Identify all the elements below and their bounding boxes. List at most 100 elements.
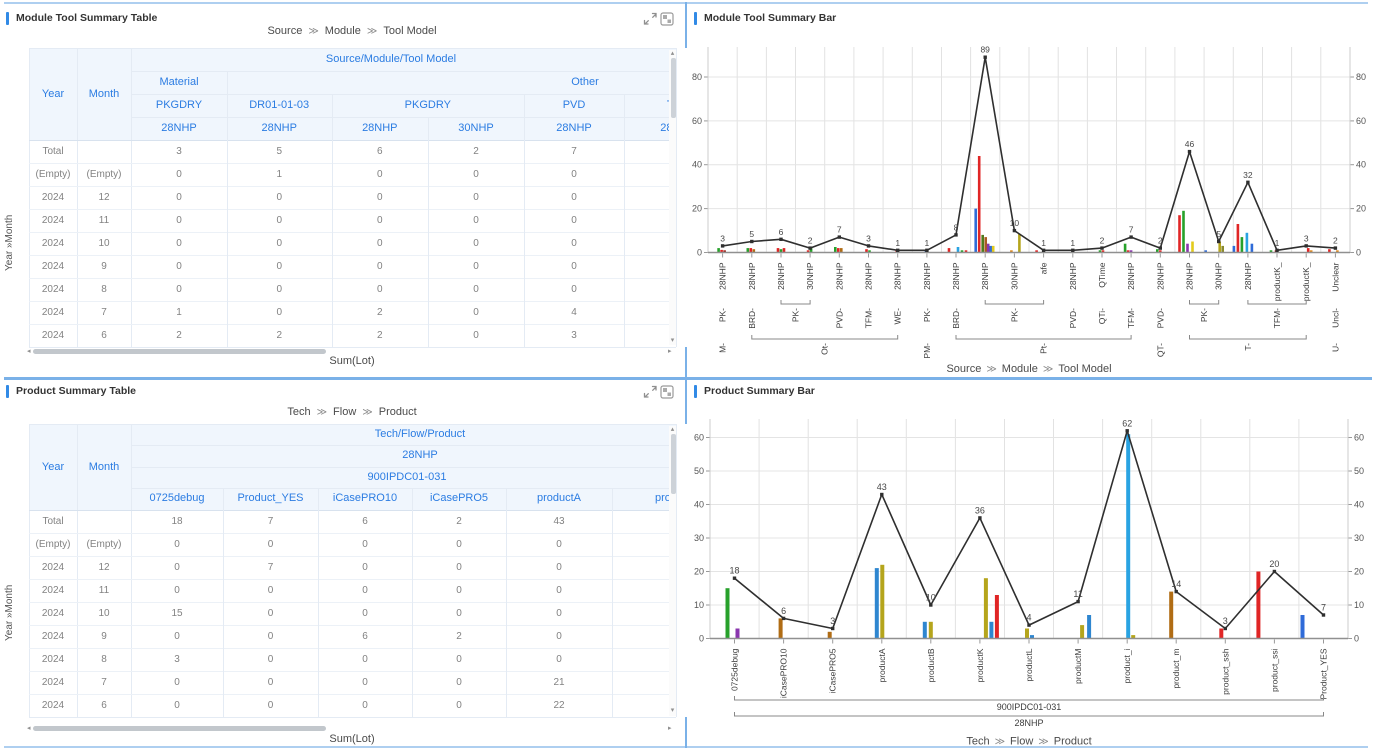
svg-text:10: 10 <box>926 593 936 603</box>
svg-text:30NHP: 30NHP <box>1009 262 1019 290</box>
svg-text:10: 10 <box>1354 600 1364 610</box>
svg-text:28NHP: 28NHP <box>864 262 874 290</box>
svg-text:productL: productL <box>1024 648 1034 681</box>
svg-text:1: 1 <box>895 238 900 248</box>
svg-text:productK_: productK_ <box>1301 262 1311 301</box>
svg-text:PK-: PK- <box>791 308 801 322</box>
svg-text:1: 1 <box>925 238 930 248</box>
svg-text:QTi-: QTi- <box>1097 308 1107 324</box>
svg-text:iCasePRO5: iCasePRO5 <box>828 648 838 693</box>
svg-text:M-: M- <box>718 343 728 353</box>
svg-text:2: 2 <box>1158 236 1163 246</box>
svg-text:PVD-: PVD- <box>834 308 844 328</box>
svg-text:20: 20 <box>1354 567 1364 577</box>
svg-text:20: 20 <box>692 204 702 214</box>
svg-text:0: 0 <box>1354 634 1359 644</box>
svg-text:0: 0 <box>699 634 704 644</box>
svg-text:10: 10 <box>1010 218 1020 228</box>
svg-text:1: 1 <box>1275 238 1280 248</box>
svg-text:6: 6 <box>779 227 784 237</box>
svg-text:20: 20 <box>1356 204 1366 214</box>
svg-text:28NHP: 28NHP <box>922 262 932 290</box>
svg-text:2: 2 <box>1333 236 1338 246</box>
svg-text:28NHP: 28NHP <box>834 262 844 290</box>
svg-text:20: 20 <box>694 567 704 577</box>
svg-text:PVD-: PVD- <box>1068 308 1078 328</box>
svg-text:43: 43 <box>877 482 887 492</box>
svg-text:28NHP: 28NHP <box>718 262 728 290</box>
svg-text:28NHP: 28NHP <box>1243 262 1253 290</box>
svg-text:28NHP: 28NHP <box>980 262 990 290</box>
svg-text:productB: productB <box>926 648 936 682</box>
svg-text:T-: T- <box>1243 343 1253 351</box>
svg-text:iCasePRO10: iCasePRO10 <box>779 648 789 698</box>
svg-text:89: 89 <box>980 45 990 55</box>
svg-text:11: 11 <box>1073 589 1082 599</box>
svg-text:3: 3 <box>1223 616 1228 626</box>
svg-text:40: 40 <box>694 500 704 510</box>
svg-text:20: 20 <box>1269 559 1279 569</box>
svg-text:Source ≫ Module ≫ Tool Model: Source ≫ Module ≫ Tool Model <box>946 363 1111 375</box>
svg-text:28NHP: 28NHP <box>1068 262 1078 290</box>
svg-text:Product_YES: Product_YES <box>1319 648 1329 699</box>
svg-text:3: 3 <box>830 616 835 626</box>
svg-text:Uncl-: Uncl- <box>1330 308 1340 328</box>
svg-text:Pt-: Pt- <box>1039 343 1049 354</box>
svg-text:U-: U- <box>1330 343 1340 352</box>
svg-text:80: 80 <box>1356 72 1366 82</box>
svg-text:productA: productA <box>877 648 887 682</box>
svg-text:80: 80 <box>692 72 702 82</box>
svg-text:Tech ≫ Flow ≫ Product: Tech ≫ Flow ≫ Product <box>966 736 1091 748</box>
svg-text:0: 0 <box>697 248 702 258</box>
svg-text:PK-: PK- <box>1009 308 1019 322</box>
svg-text:3: 3 <box>866 233 871 243</box>
svg-text:product_m: product_m <box>1171 649 1181 689</box>
svg-text:7: 7 <box>837 225 842 235</box>
svg-text:28NHP: 28NHP <box>1126 262 1136 290</box>
svg-text:BRD-: BRD- <box>747 308 757 329</box>
svg-text:6: 6 <box>781 606 786 616</box>
svg-text:2: 2 <box>808 236 813 246</box>
svg-text:5: 5 <box>1216 229 1221 239</box>
svg-text:0: 0 <box>1356 248 1361 258</box>
svg-text:PK-: PK- <box>718 308 728 322</box>
svg-text:2: 2 <box>1100 236 1105 246</box>
svg-text:60: 60 <box>1356 116 1366 126</box>
svg-text:28NHP: 28NHP <box>951 262 961 290</box>
svg-text:18: 18 <box>729 566 739 576</box>
svg-text:40: 40 <box>1356 160 1366 170</box>
svg-text:Ot-: Ot- <box>820 343 830 355</box>
svg-text:1: 1 <box>1070 238 1075 248</box>
svg-text:46: 46 <box>1185 139 1195 149</box>
svg-text:14: 14 <box>1171 579 1181 589</box>
svg-text:50: 50 <box>1354 466 1364 476</box>
svg-text:productK: productK <box>975 648 985 682</box>
svg-text:62: 62 <box>1122 418 1132 428</box>
svg-text:30: 30 <box>1354 533 1364 543</box>
svg-text:WE-: WE- <box>893 308 903 325</box>
svg-text:QTime: QTime <box>1097 262 1107 287</box>
svg-text:BRD-: BRD- <box>951 308 961 329</box>
svg-text:productM: productM <box>1073 649 1083 684</box>
svg-text:PM-: PM- <box>922 343 932 359</box>
svg-text:28NHP: 28NHP <box>893 262 903 290</box>
svg-text:3: 3 <box>720 233 725 243</box>
svg-text:7: 7 <box>1321 603 1326 613</box>
svg-text:28NHP: 28NHP <box>776 262 786 290</box>
svg-text:PVD-: PVD- <box>1155 308 1165 328</box>
svg-text:productK_: productK_ <box>1272 262 1282 301</box>
svg-text:10: 10 <box>694 600 704 610</box>
svg-text:4: 4 <box>1026 613 1031 623</box>
svg-text:60: 60 <box>694 433 704 443</box>
svg-text:50: 50 <box>694 466 704 476</box>
svg-text:afe: afe <box>1039 262 1049 274</box>
svg-text:28NHP: 28NHP <box>747 262 757 290</box>
svg-text:product_ssi: product_ssi <box>1269 648 1279 692</box>
svg-text:60: 60 <box>1354 433 1364 443</box>
svg-text:40: 40 <box>1354 500 1364 510</box>
svg-text:40: 40 <box>692 160 702 170</box>
svg-text:1: 1 <box>1041 238 1046 248</box>
svg-text:Unclear: Unclear <box>1330 262 1340 291</box>
svg-text:5: 5 <box>749 229 754 239</box>
svg-text:PK-: PK- <box>1199 308 1209 322</box>
